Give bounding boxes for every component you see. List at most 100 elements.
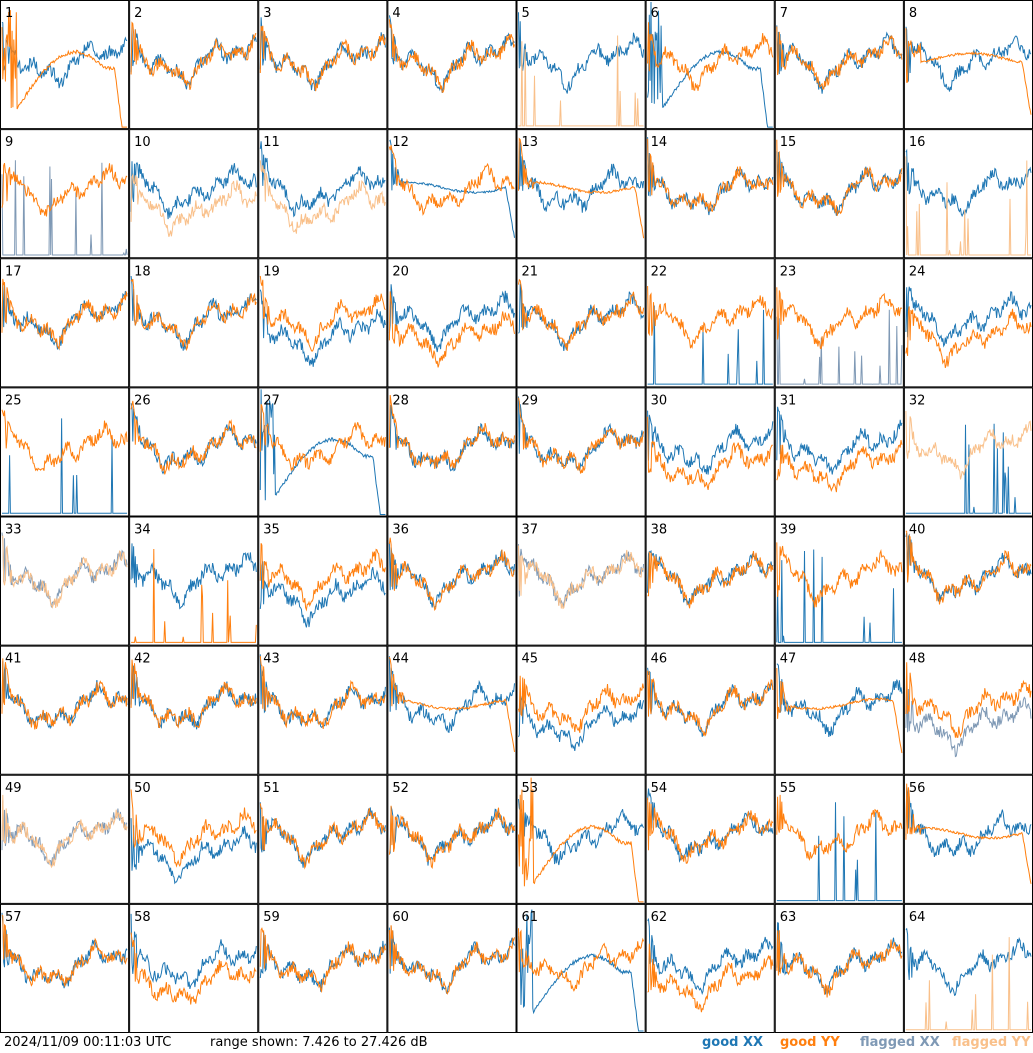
series-xx-line <box>388 404 515 472</box>
panel-label: 63 <box>780 910 797 925</box>
panel-label: 39 <box>780 523 797 538</box>
antenna-panel: 46 <box>645 645 775 775</box>
panel-label: 58 <box>134 910 151 925</box>
series-yy-line <box>259 275 386 352</box>
panel-label: 34 <box>134 523 151 538</box>
series-yy-line <box>388 537 515 611</box>
panel-label: 48 <box>909 652 926 667</box>
series-yy-line <box>388 656 515 752</box>
panel-frame <box>0 258 130 388</box>
series-xx-line <box>518 799 645 866</box>
antenna-panel: 39 <box>774 516 904 646</box>
panel-frame <box>645 645 775 775</box>
panel-label: 5 <box>522 6 530 21</box>
panel-label: 37 <box>522 523 539 538</box>
series-yy-line <box>1 162 128 217</box>
panel-frame <box>645 387 775 517</box>
panel-frame <box>0 645 130 775</box>
series-yy-line <box>388 291 515 368</box>
series-yy-line <box>518 928 645 992</box>
panel-label: 61 <box>522 910 539 925</box>
panel-label: 57 <box>5 910 22 925</box>
antenna-panel: 13 <box>516 129 646 259</box>
series-yy-line <box>776 287 903 350</box>
antenna-panel: 34 <box>129 516 259 646</box>
series-xx-line <box>259 289 386 367</box>
series-yy-line <box>518 35 644 127</box>
antenna-panel: 54 <box>645 774 775 904</box>
series-xx-line <box>130 543 257 610</box>
series-xx-line <box>389 139 515 238</box>
series-xx-line <box>259 561 386 628</box>
series-yy-line <box>259 404 386 472</box>
antenna-panel: 12 <box>387 129 517 259</box>
antenna-panel: 37 <box>516 516 646 646</box>
series-yy-line <box>1 10 128 128</box>
series-yy-line <box>388 394 515 470</box>
panel-frame <box>774 903 904 1033</box>
panel-label: 3 <box>263 6 271 21</box>
series-xx-line <box>647 917 774 995</box>
series-yy-line <box>518 397 645 474</box>
series-yy-line <box>647 797 774 864</box>
panel-label: 30 <box>651 393 668 408</box>
antenna-panel: 11 <box>258 129 388 259</box>
series-xx-line <box>1 160 128 256</box>
panel-label: 20 <box>392 264 409 279</box>
series-yy-line <box>518 777 644 903</box>
series-xx-line <box>130 913 257 990</box>
panel-label: 28 <box>392 393 409 408</box>
panel-label: 55 <box>780 781 797 796</box>
panel-label: 18 <box>134 264 151 279</box>
panel-frame <box>774 645 904 775</box>
series-xx-line <box>905 787 1032 858</box>
antenna-panel: 52 <box>387 774 517 904</box>
series-yy-line <box>647 22 774 91</box>
panel-label: 44 <box>392 652 409 667</box>
antenna-panel: 53 <box>516 774 646 904</box>
series-yy-line <box>518 675 645 733</box>
antenna-panel: 26 <box>129 387 259 517</box>
series-yy-line <box>130 789 257 868</box>
series-xx-line <box>776 802 902 902</box>
panel-label: 24 <box>909 264 926 279</box>
antenna-panel: 7 <box>774 0 904 130</box>
series-xx-line <box>905 286 1032 348</box>
antenna-panel: 45 <box>516 645 646 775</box>
panel-label: 32 <box>909 393 926 408</box>
panel-frame <box>258 387 388 517</box>
panel-frame <box>774 516 904 646</box>
panel-label: 22 <box>651 264 668 279</box>
panel-label: 54 <box>651 781 668 796</box>
series-yy-line <box>259 160 386 234</box>
series-yy-line <box>647 943 774 1013</box>
panel-label: 4 <box>392 6 400 21</box>
panel-label: 42 <box>134 652 151 667</box>
antenna-panel: 15 <box>774 129 904 259</box>
panel-frame <box>645 129 775 259</box>
panel-label: 64 <box>909 910 926 925</box>
panel-label: 38 <box>651 523 668 538</box>
series-yy-line <box>776 139 903 216</box>
panel-label: 40 <box>909 523 926 538</box>
antenna-panel: 19 <box>258 258 388 388</box>
series-yy-line <box>905 937 1031 1031</box>
antenna-panel: 27 <box>258 387 388 517</box>
antenna-panel: 23 <box>774 258 904 388</box>
panel-label: 47 <box>780 652 797 667</box>
panel-frame <box>774 0 904 130</box>
panel-frame <box>516 129 646 259</box>
panel-label: 56 <box>909 781 926 796</box>
series-xx-line <box>776 549 902 643</box>
series-xx-line <box>776 663 903 737</box>
panel-label: 50 <box>134 781 151 796</box>
panel-frame <box>903 774 1033 904</box>
antenna-panel: 49 <box>0 774 130 904</box>
panel-frame <box>129 0 259 130</box>
legend-flagged-xx: flagged XX <box>860 1035 940 1050</box>
antenna-panel: 48 <box>903 645 1033 775</box>
series-xx-line <box>647 305 773 385</box>
series-yy-line <box>776 794 903 861</box>
panel-label: 13 <box>522 135 539 150</box>
panel-label: 29 <box>522 393 539 408</box>
